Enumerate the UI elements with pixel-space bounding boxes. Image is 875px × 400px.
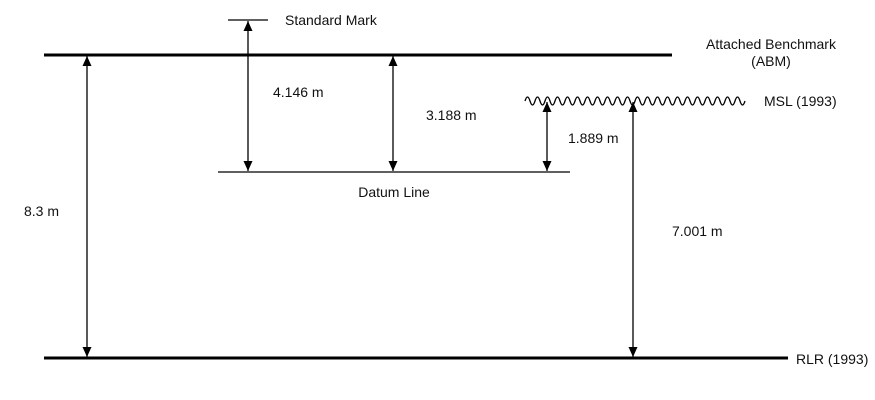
datum-line-label: Datum Line xyxy=(358,184,430,200)
msl-wavy-line xyxy=(524,96,746,106)
measurement-standard-mark-to-datum: 4.146 m xyxy=(273,84,324,100)
msl-label: MSL (1993) xyxy=(764,93,837,109)
measurement-abm-to-datum: 3.188 m xyxy=(426,107,477,123)
measurement-msl-to-rlr: 7.001 m xyxy=(672,223,723,239)
measurement-abm-to-rlr: 8.3 m xyxy=(24,203,59,219)
abm-label-line2: (ABM) xyxy=(751,53,791,69)
measurement-msl-to-datum: 1.889 m xyxy=(568,130,619,146)
standard-mark-label: Standard Mark xyxy=(285,12,378,28)
rlr-label: RLR (1993) xyxy=(796,351,868,367)
abm-label-line1: Attached Benchmark xyxy=(706,36,837,52)
